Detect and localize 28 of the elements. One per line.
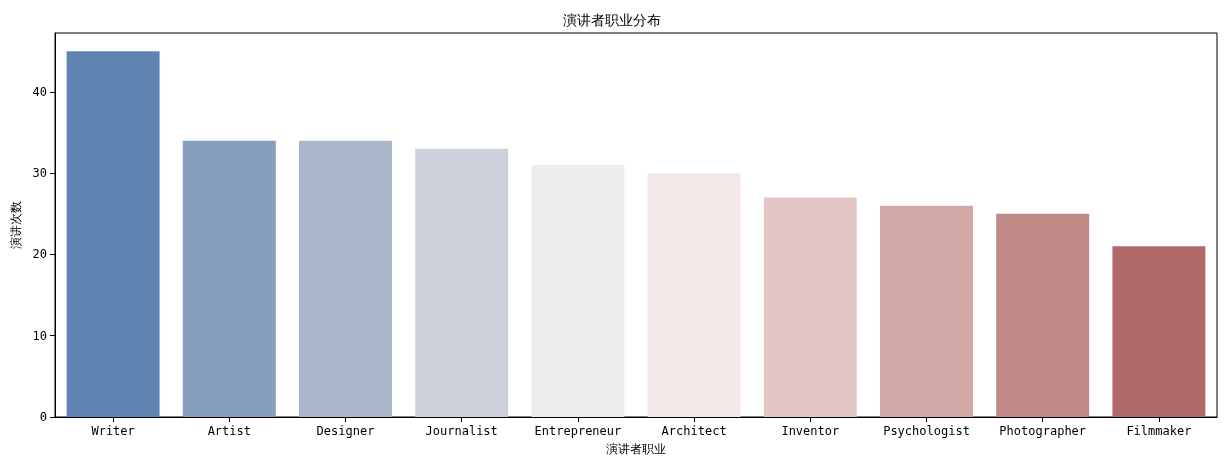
bar [1112,246,1206,417]
x-tick-label: Journalist [425,424,498,438]
x-tick-label: Entrepreneur [534,424,622,438]
x-tick-label: Artist [207,424,251,438]
x-tick-label: Writer [91,424,135,438]
x-tick-label: Psychologist [883,424,970,438]
x-tick-label: Architect [661,424,727,438]
chart-title: 演讲者职业分布 [563,12,661,28]
y-tick-label: 20 [32,247,47,262]
x-tick-label: Inventor [781,424,840,438]
bar [66,51,160,417]
x-axis-title: 演讲者职业 [606,442,666,456]
y-axis-title: 演讲次数 [8,201,23,249]
x-tick-label: Designer [316,424,375,438]
bar [647,173,741,417]
y-tick-label: 30 [32,166,47,181]
bar [182,140,276,417]
bar [763,197,857,417]
x-tick-label: Photographer [999,424,1087,438]
x-tick-label: Filmmaker [1126,424,1192,438]
bar [880,205,973,417]
bar [996,213,1090,417]
bar [531,165,625,417]
y-tick-label: 0 [39,410,47,424]
bar [299,140,392,417]
y-tick-label: 10 [32,328,47,343]
bar [415,148,509,417]
y-tick-label: 40 [32,84,47,99]
